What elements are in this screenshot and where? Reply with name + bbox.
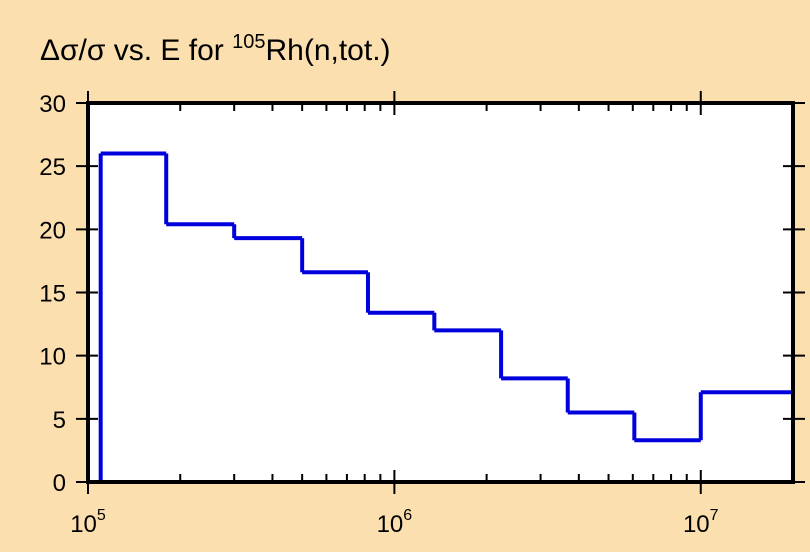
chart-title-prefix: Δσ/σ vs. E for bbox=[40, 34, 232, 67]
x-tick-label: 106 bbox=[377, 507, 413, 538]
x-tick-label-exponent: 7 bbox=[710, 507, 719, 524]
y-tick-label: 25 bbox=[39, 154, 66, 181]
y-tick-label: 20 bbox=[39, 217, 66, 244]
x-tick-label-exponent: 5 bbox=[97, 507, 106, 524]
x-tick-label: 107 bbox=[683, 507, 719, 538]
x-tick-label: 105 bbox=[70, 507, 106, 538]
x-tick-label-base: 10 bbox=[70, 511, 97, 538]
y-tick-label: 30 bbox=[39, 91, 66, 118]
plot-frame bbox=[86, 101, 795, 484]
x-tick-label-exponent: 6 bbox=[403, 507, 412, 524]
y-tick-label: 15 bbox=[39, 281, 66, 308]
chart-title-suffix: Rh(n,tot.) bbox=[265, 34, 390, 67]
x-tick-label-base: 10 bbox=[377, 511, 404, 538]
y-tick-label: 5 bbox=[53, 407, 66, 434]
x-tick-label-base: 10 bbox=[683, 511, 710, 538]
y-tick-label: 10 bbox=[39, 344, 66, 371]
plot-area bbox=[88, 103, 793, 482]
chart-title-superscript: 105 bbox=[232, 31, 265, 53]
y-tick-label: 0 bbox=[53, 470, 66, 497]
chart-title: Δσ/σ vs. E for 105Rh(n,tot.) bbox=[40, 31, 391, 67]
